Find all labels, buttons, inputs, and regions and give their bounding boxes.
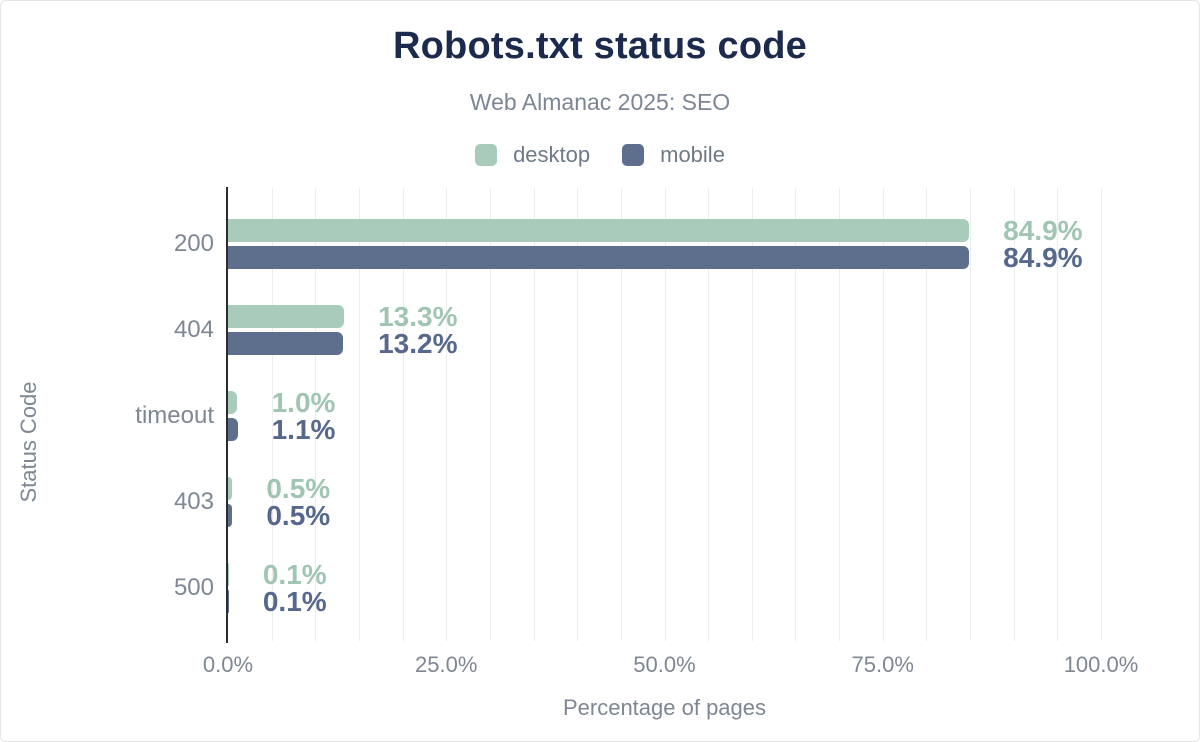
x-tick-label: 0.0% — [202, 652, 254, 677]
gridline — [271, 188, 273, 641]
value-label-desktop-500: 0.1% — [262, 558, 327, 590]
bar-desktop-404[interactable] — [228, 305, 345, 328]
bar-desktop-500[interactable] — [228, 563, 229, 586]
chart-subtitle: Web Almanac 2025: SEO — [469, 89, 731, 115]
legend-label-desktop: desktop — [513, 142, 591, 167]
bar-mobile-403[interactable] — [228, 504, 233, 527]
bar-desktop-200[interactable] — [228, 219, 970, 242]
gridline — [708, 188, 710, 641]
chart-title: Robots.txt status code — [393, 25, 807, 67]
x-axis-title: Percentage of pages — [562, 695, 767, 720]
x-tick-label: 50.0% — [633, 652, 696, 677]
gridline — [664, 188, 666, 641]
gridline — [358, 188, 360, 641]
gridline — [751, 188, 753, 641]
category-label-403: 403 — [173, 488, 214, 515]
gridline — [926, 188, 928, 641]
y-axis-title: Status Code — [16, 381, 41, 503]
legend-swatch-mobile — [622, 144, 645, 166]
bar-mobile-timeout[interactable] — [228, 418, 238, 441]
y-axis-line — [226, 187, 228, 643]
gridline — [489, 188, 491, 641]
gridline — [1057, 188, 1059, 641]
gridline — [970, 188, 972, 641]
legend: desktop mobile — [1, 142, 1199, 168]
gridline — [795, 188, 797, 641]
value-label-mobile-200: 84.9% — [1003, 241, 1083, 273]
value-label-mobile-404: 13.2% — [378, 327, 458, 359]
value-label-desktop-403: 0.5% — [266, 472, 331, 504]
gridline — [533, 188, 535, 641]
bar-mobile-404[interactable] — [228, 332, 344, 355]
gridline — [882, 188, 884, 641]
gridline — [1101, 188, 1102, 641]
value-label-mobile-500: 0.1% — [262, 585, 327, 617]
value-label-mobile-403: 0.5% — [266, 499, 331, 531]
bar-desktop-timeout[interactable] — [228, 391, 237, 414]
category-label-500: 500 — [173, 574, 214, 601]
bar-desktop-403[interactable] — [228, 477, 233, 500]
gridline — [402, 188, 404, 641]
gridline — [446, 188, 448, 641]
value-label-desktop-timeout: 1.0% — [271, 386, 336, 418]
value-label-desktop-404: 13.3% — [378, 300, 458, 332]
gridline — [577, 188, 579, 641]
gridline — [620, 188, 622, 641]
x-tick-label: 100.0% — [1063, 652, 1139, 677]
category-label-timeout: timeout — [135, 402, 214, 429]
legend-item-mobile[interactable]: mobile — [622, 142, 725, 168]
bar-mobile-500[interactable] — [228, 590, 229, 613]
gridline — [315, 188, 317, 641]
value-label-mobile-timeout: 1.1% — [271, 413, 336, 445]
x-tick-label: 75.0% — [851, 652, 914, 677]
gridline — [1013, 188, 1015, 641]
bar-mobile-200[interactable] — [228, 246, 970, 269]
value-label-desktop-200: 84.9% — [1003, 214, 1083, 246]
x-tick-label: 25.0% — [415, 652, 478, 677]
category-label-200: 200 — [173, 230, 214, 257]
gridline — [839, 188, 841, 641]
legend-swatch-desktop — [475, 144, 498, 166]
legend-item-desktop[interactable]: desktop — [475, 142, 590, 168]
category-label-404: 404 — [173, 316, 214, 343]
legend-label-mobile: mobile — [660, 142, 725, 167]
